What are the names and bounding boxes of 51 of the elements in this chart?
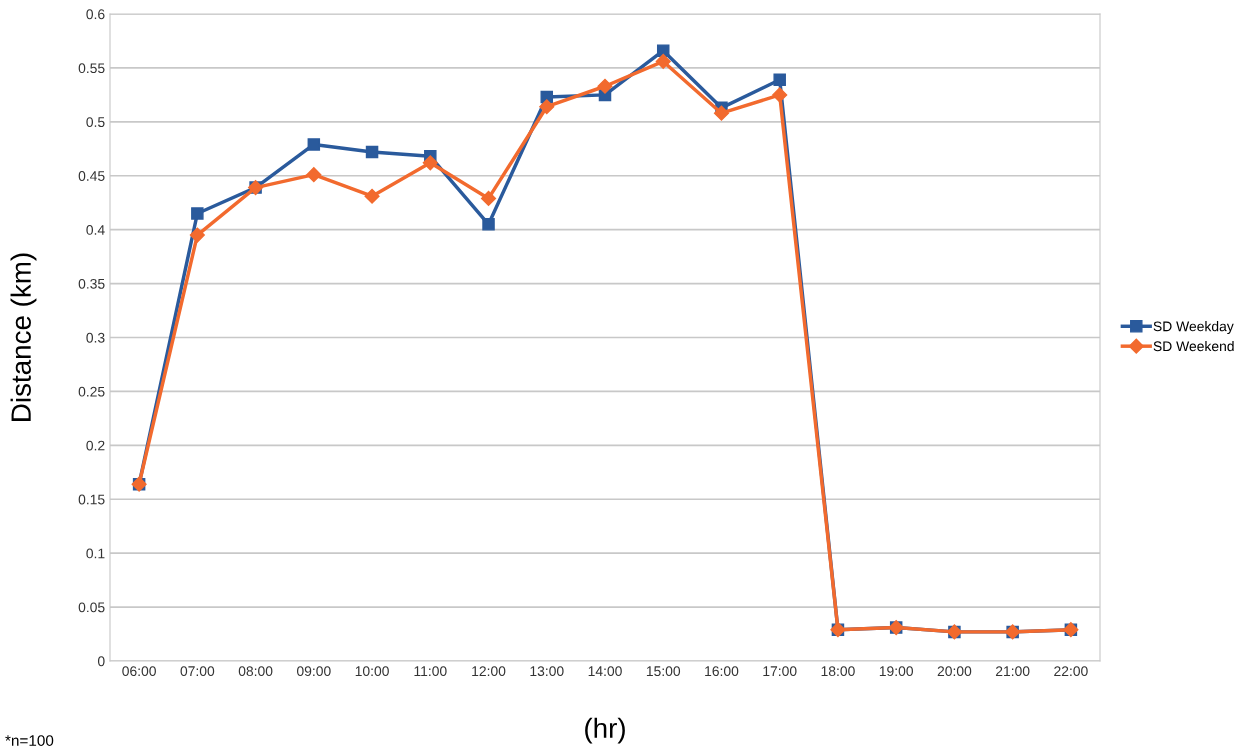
- y-tick-label: 0.05: [78, 602, 105, 613]
- x-tick-label: 13:00: [530, 666, 564, 677]
- x-tick-label: 15:00: [646, 666, 681, 677]
- point: [364, 188, 380, 204]
- y-tick-label: 0: [97, 656, 105, 667]
- point: [306, 167, 322, 183]
- x-tick-label: 21:00: [995, 666, 1030, 677]
- x-axis-title: (hr): [585, 717, 625, 744]
- point: [422, 155, 438, 171]
- point: [365, 145, 379, 159]
- x-tick-label: 18:00: [821, 666, 855, 677]
- y-tick-label: 0.55: [78, 63, 105, 74]
- y-tick-label: 0.4: [86, 225, 105, 235]
- point: [480, 190, 497, 206]
- point: [713, 105, 730, 121]
- y-tick-label: 0.6: [86, 9, 105, 20]
- x-tick-label: 19:00: [879, 666, 914, 677]
- x-tick-label: 08:00: [238, 666, 273, 677]
- y-tick-label: 0.35: [78, 278, 105, 289]
- x-tick-label: 14:00: [588, 666, 622, 677]
- x-tick-label: 11:00: [414, 666, 447, 677]
- y-tick-label: 0.45: [78, 171, 105, 181]
- point: [655, 53, 671, 70]
- x-tick-label: 10:00: [355, 666, 389, 677]
- point: [597, 78, 613, 94]
- point: [772, 87, 788, 103]
- x-tick-label: 16:00: [705, 666, 739, 677]
- x-tick-label: 22:00: [1054, 666, 1088, 677]
- point: [773, 73, 786, 87]
- legend-label: SD Weekday: [1153, 321, 1234, 335]
- x-tick-label: 06:00: [122, 666, 156, 677]
- legend-label: SD Weekend: [1153, 340, 1234, 352]
- x-tick-label: 09:00: [296, 666, 331, 677]
- point: [656, 44, 670, 57]
- point: [482, 218, 495, 231]
- x-tick-label: 07:00: [180, 666, 215, 677]
- y-tick-label: 0.1: [86, 548, 105, 559]
- x-tick-label: 17:00: [763, 666, 797, 677]
- point: [189, 227, 205, 243]
- y-tick-label: 0.25: [78, 386, 105, 397]
- y-tick-label: 0.5: [86, 117, 105, 127]
- point: [307, 138, 321, 151]
- text: *n=100: [5, 735, 54, 746]
- y-tick-label: 0.2: [86, 440, 105, 451]
- y-axis-title: Distance (km): [10, 253, 37, 421]
- x-tick-label: 20:00: [937, 666, 972, 677]
- point: [539, 99, 555, 115]
- y-tick-label: 0.15: [78, 494, 105, 505]
- point: [191, 207, 204, 220]
- x-tick-label: 12:00: [472, 666, 506, 677]
- y-tick-label: 0.3: [86, 332, 105, 343]
